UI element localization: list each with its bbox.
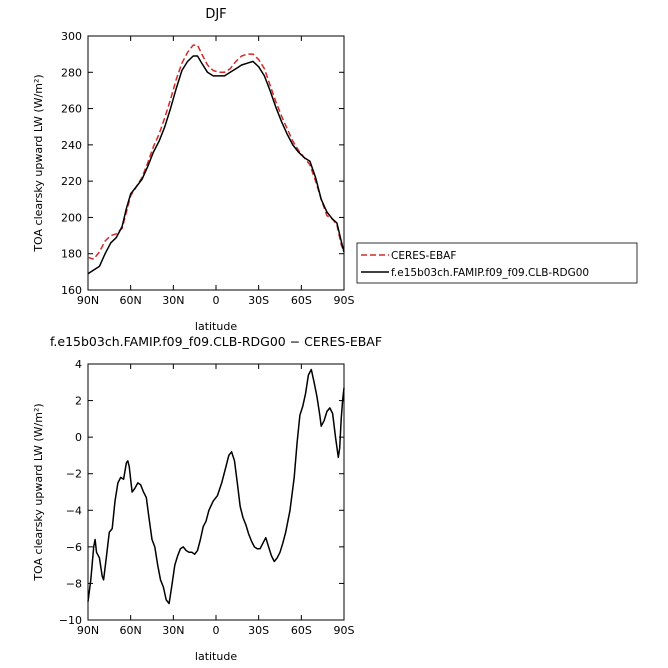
x-tick-label: 90N: [77, 624, 99, 637]
y-tick-label: −8: [66, 577, 82, 590]
top-series-lines: [87, 44, 345, 275]
x-tick-label: 0: [213, 294, 220, 307]
x-tick-label: 60S: [291, 294, 312, 307]
series-line-0: [87, 368, 345, 605]
x-tick-label: 60N: [120, 294, 142, 307]
bottom-x-axis-label: latitude: [195, 650, 237, 663]
x-tick-label: 30S: [248, 294, 269, 307]
x-tick-label: 0: [213, 624, 220, 637]
top-panel: DJF 90N 60N 30N 0 30S 60S 90S 160 180 200 220 240 2…: [32, 7, 355, 333]
y-tick-label: 160: [61, 284, 82, 297]
x-tick-label: 60N: [120, 624, 142, 637]
x-tick-label: 60S: [291, 624, 312, 637]
y-tick-label: 180: [61, 248, 82, 261]
y-tick-label: −4: [66, 504, 82, 517]
x-tick-label: 30S: [248, 624, 269, 637]
bottom-panel: f.e15b03ch.FAMIP.f09_f09.CLB-RDG00 − CER…: [32, 334, 382, 663]
top-y-ticks: 160 180 200 220 240 260 280 300: [61, 30, 344, 297]
y-tick-label: 0: [75, 431, 82, 444]
top-y-axis-label: TOA clearsky upward LW (W/m²): [32, 74, 45, 252]
bottom-series-lines: [87, 368, 345, 605]
top-x-axis-label: latitude: [195, 320, 237, 333]
y-tick-label: −6: [66, 541, 82, 554]
x-tick-label: 90S: [334, 624, 355, 637]
legend-label-ceres: CERES-EBAF: [391, 250, 456, 262]
legend-label-model: f.e15b03ch.FAMIP.f09_f09.CLB-RDG00: [391, 267, 589, 279]
series-line-1: [87, 55, 345, 275]
y-tick-label: 260: [61, 103, 82, 116]
top-chart-title: DJF: [205, 7, 226, 22]
y-tick-label: −2: [66, 468, 82, 481]
y-tick-label: 220: [61, 175, 82, 188]
x-tick-label: 90N: [77, 294, 99, 307]
y-tick-label: 240: [61, 139, 82, 152]
bottom-y-axis-label: TOA clearsky upward LW (W/m²): [32, 403, 45, 581]
top-x-ticks: 90N 60N 30N 0 30S 60S 90S: [77, 36, 355, 307]
x-tick-label: 30N: [162, 624, 184, 637]
bottom-y-ticks: −10 −8 −6 −4 −2 0 2 4: [59, 358, 344, 627]
legend-box: [356, 242, 638, 284]
x-tick-label: 30N: [162, 294, 184, 307]
y-tick-label: −10: [59, 614, 82, 627]
y-tick-label: 200: [61, 211, 82, 224]
legend: CERES-EBAF f.e15b03ch.FAMIP.f09_f09.CLB-…: [356, 242, 638, 284]
x-tick-label: 90S: [334, 294, 355, 307]
y-tick-label: 300: [61, 30, 82, 43]
y-tick-label: 280: [61, 66, 82, 79]
bottom-x-ticks: 90N 60N 30N 0 30S 60S 90S: [77, 364, 355, 637]
bottom-chart-title: f.e15b03ch.FAMIP.f09_f09.CLB-RDG00 − CER…: [50, 334, 382, 349]
y-tick-label: 4: [75, 358, 82, 371]
y-tick-label: 2: [75, 395, 82, 408]
